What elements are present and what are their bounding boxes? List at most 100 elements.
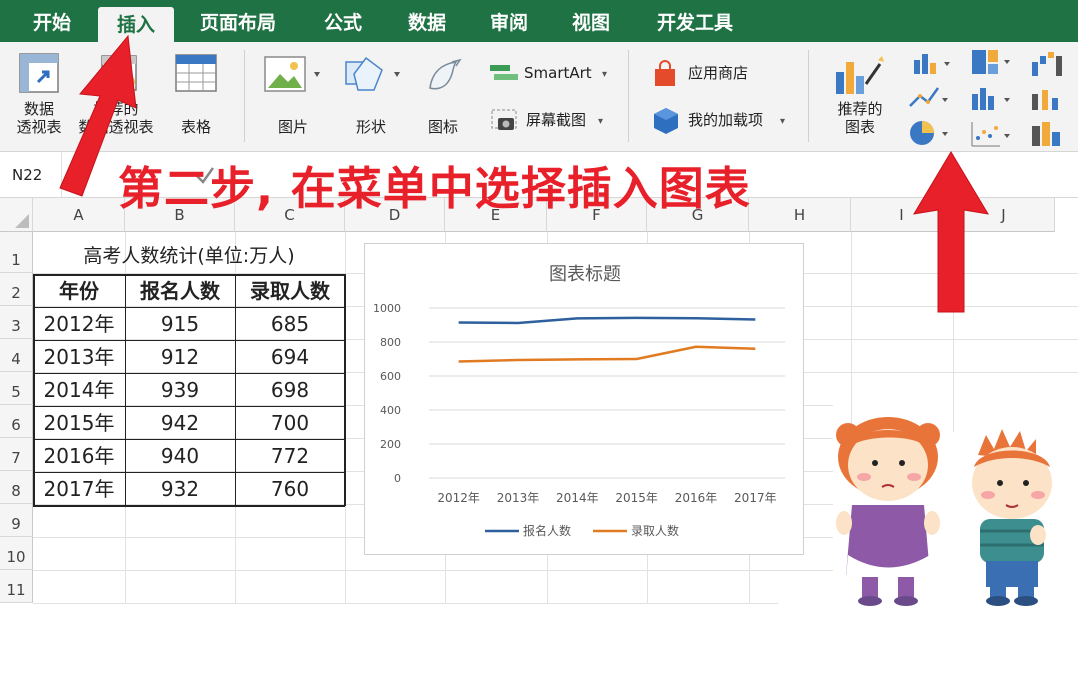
column-header-g[interactable]: G — [647, 198, 749, 232]
screenshot-button[interactable]: 屏幕截图 ▾ — [490, 108, 620, 134]
instruction-caption: 第二步, 在菜单中选择插入图表 — [118, 162, 751, 215]
recommended-pivot-button[interactable]: 推荐的 数据透视表 — [70, 52, 162, 147]
ribbon-separator — [244, 50, 245, 142]
shapes-label: 形状 — [355, 118, 386, 136]
cell-applicants[interactable]: 915 — [160, 312, 200, 336]
row-header-10[interactable]: 10 — [0, 537, 33, 570]
y-tick-label: 200 — [380, 438, 401, 451]
cell-year[interactable]: 2015年 — [43, 411, 115, 435]
series-line[interactable] — [458, 316, 756, 325]
name-box[interactable]: N22 — [0, 152, 62, 198]
picture-label: 图片 — [277, 118, 308, 136]
smartart-button[interactable]: SmartArt ▾ — [488, 62, 618, 86]
header-applicants[interactable]: 报名人数 — [140, 279, 220, 303]
cell-year[interactable]: 2012年 — [43, 312, 115, 336]
recommended-charts-button[interactable]: 推荐的 图表 — [824, 52, 896, 147]
cell-applicants[interactable]: 942 — [160, 411, 200, 435]
table-border — [344, 274, 346, 506]
row-header-2[interactable]: 2 — [0, 273, 33, 306]
table-border — [33, 373, 345, 374]
header-year[interactable]: 年份 — [59, 279, 99, 303]
table-button[interactable]: 表格 — [166, 52, 226, 147]
line-chart-icon[interactable] — [908, 84, 952, 112]
row-header-3[interactable]: 3 — [0, 306, 33, 339]
line-chart[interactable]: 图表标题 0 200 400 600 800 1000 2012年 2013年 2014年 20… — [364, 243, 804, 555]
row-header-7[interactable]: 7 — [0, 438, 33, 471]
table-border — [33, 307, 345, 308]
cell-admitted[interactable]: 760 — [270, 477, 310, 501]
row-header-1[interactable]: 1 — [0, 232, 33, 273]
cell-year[interactable]: 2016年 — [43, 444, 115, 468]
tab-page-layout[interactable]: 页面布局 — [199, 12, 276, 34]
tab-data[interactable]: 数据 — [407, 12, 446, 34]
row-header-5[interactable]: 5 — [0, 372, 33, 405]
cell-applicants[interactable]: 912 — [160, 345, 200, 369]
pivot-table-button[interactable]: 数据 透视表 — [6, 52, 72, 147]
corner-triangle-icon — [15, 214, 29, 228]
table-label: 表格 — [180, 118, 211, 136]
hierarchy-chart-icon[interactable] — [970, 48, 1014, 76]
cell-applicants[interactable]: 940 — [160, 444, 200, 468]
column-header-a[interactable]: A — [33, 198, 125, 232]
tab-developer[interactable]: 开发工具 — [656, 12, 733, 34]
column-chart-icon[interactable] — [910, 50, 954, 76]
combo-chart-icon[interactable] — [1030, 84, 1074, 112]
icons-button[interactable]: 图标 — [412, 52, 474, 147]
icons-label: 图标 — [427, 118, 458, 136]
series-line[interactable] — [458, 345, 756, 363]
select-all-corner[interactable] — [0, 198, 33, 232]
row-header-11[interactable]: 11 — [0, 570, 33, 603]
cell-applicants[interactable]: 939 — [160, 378, 200, 402]
cell-year[interactable]: 2017年 — [43, 477, 115, 501]
cell-admitted[interactable]: 772 — [270, 444, 310, 468]
column-header-h[interactable]: H — [749, 198, 851, 232]
column-header-e[interactable]: E — [445, 198, 547, 232]
cell-admitted[interactable]: 694 — [270, 345, 310, 369]
tab-review[interactable]: 审阅 — [489, 12, 528, 34]
table-title[interactable]: 高考人数统计(单位:万人) — [83, 245, 295, 267]
checkmark-icon[interactable] — [194, 164, 216, 186]
app-store-button[interactable]: 应用商店 — [652, 60, 782, 88]
gridline — [33, 603, 778, 604]
recommended-charts-icon — [836, 56, 884, 94]
cell-admitted[interactable]: 685 — [270, 312, 310, 336]
header-admitted[interactable]: 录取人数 — [250, 279, 330, 303]
column-header-b[interactable]: B — [125, 198, 235, 232]
cell-admitted[interactable]: 698 — [270, 378, 310, 402]
cell-admitted[interactable]: 700 — [270, 411, 310, 435]
tab-view[interactable]: 视图 — [571, 12, 610, 34]
waterfall-chart-icon[interactable] — [1030, 50, 1074, 78]
row-header-4[interactable]: 4 — [0, 339, 33, 372]
cartoon-boy — [972, 429, 1052, 606]
cell-year[interactable]: 2014年 — [43, 378, 115, 402]
table-border — [235, 274, 236, 506]
row-header-9[interactable]: 9 — [0, 504, 33, 537]
tab-insert[interactable]: 插入 — [98, 7, 174, 42]
column-header-f[interactable]: F — [547, 198, 647, 232]
pie-chart-icon[interactable] — [908, 118, 952, 148]
cartoon-children-illustration — [836, 417, 1052, 606]
column-header-c[interactable]: C — [235, 198, 345, 232]
column-header-d[interactable]: D — [345, 198, 445, 232]
recommended-charts-label-1: 推荐的 — [837, 100, 883, 118]
tab-formulas[interactable]: 公式 — [323, 12, 362, 34]
cell-year[interactable]: 2013年 — [43, 345, 115, 369]
scatter-chart-icon[interactable] — [970, 120, 1014, 148]
column-header-i[interactable]: I — [851, 198, 953, 232]
statistic-chart-icon[interactable] — [970, 84, 1014, 112]
pivot-chart-icon[interactable] — [1030, 118, 1074, 148]
formula-bar: N22 — [0, 152, 1078, 198]
smartart-label: SmartArt — [524, 64, 592, 82]
picture-button[interactable]: 图片 — [258, 52, 328, 147]
screenshot-label: 屏幕截图 — [526, 111, 587, 129]
tab-home[interactable]: 开始 — [32, 12, 71, 34]
chart-title[interactable]: 图表标题 — [549, 264, 621, 285]
row-header-6[interactable]: 6 — [0, 405, 33, 438]
my-addins-button[interactable]: 我的加载项 ▾ — [652, 106, 802, 136]
row-header-8[interactable]: 8 — [0, 471, 33, 504]
x-tick-label: 2013年 — [497, 491, 540, 505]
shapes-button[interactable]: 形状 — [336, 52, 406, 147]
cell-applicants[interactable]: 932 — [160, 477, 200, 501]
column-header-j[interactable]: J — [953, 198, 1055, 232]
chart-y-ticks: 0 200 400 600 800 1000 — [373, 302, 401, 485]
